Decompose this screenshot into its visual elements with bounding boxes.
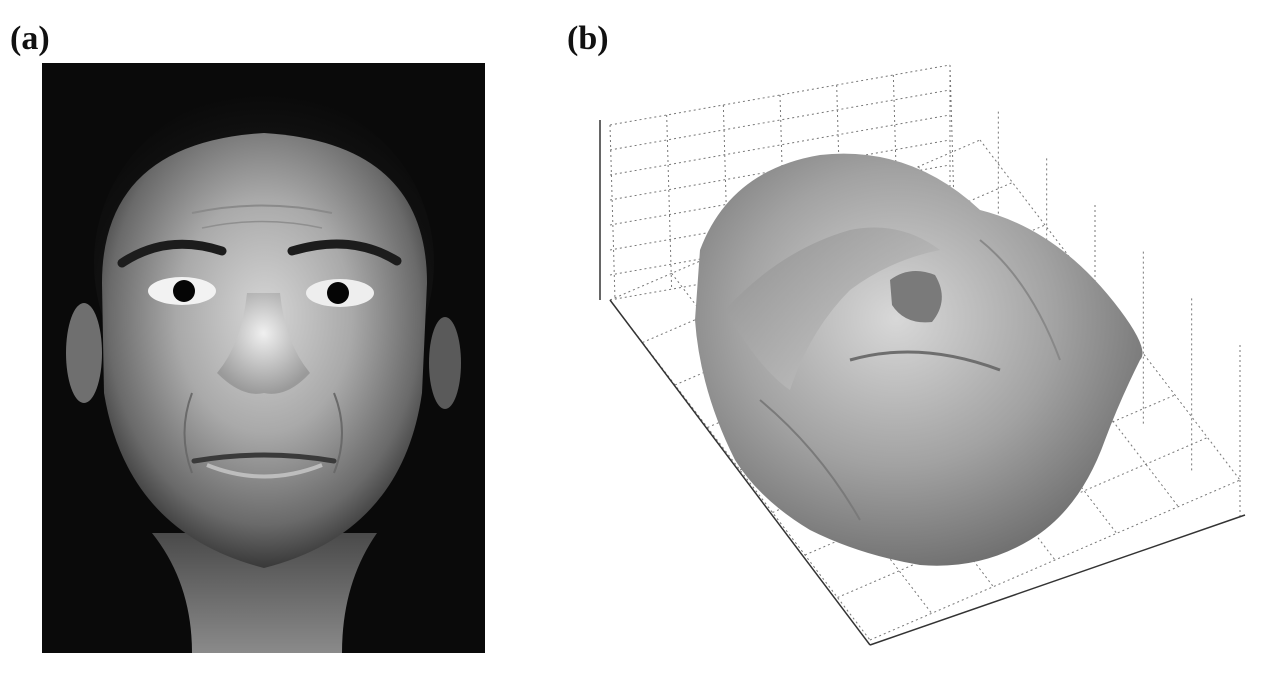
left-pupil (173, 280, 195, 302)
surface-plot-drawing (599, 64, 1246, 646)
mouth-contour (849, 350, 1001, 372)
nose-shape (217, 293, 310, 394)
forehead-line (191, 204, 333, 214)
grid-line (609, 89, 951, 151)
nose-ridge (890, 271, 942, 323)
grid-line (609, 124, 616, 301)
panel-b-label: (b) (567, 20, 609, 57)
face-photograph-drawing (66, 93, 461, 653)
cheek-contour (979, 239, 1061, 361)
right-ear (429, 317, 461, 409)
jaw-contour (759, 399, 861, 521)
grid-line (666, 114, 673, 291)
lower-lip (206, 463, 323, 479)
face-surface (695, 153, 1143, 566)
face-surface-highlight (725, 227, 940, 390)
right-eyebrow (287, 239, 402, 266)
face-photograph (42, 63, 485, 653)
cheek-crease (333, 392, 343, 474)
mouth (191, 452, 337, 464)
right-pupil (327, 282, 349, 304)
cheek-crease (183, 392, 193, 474)
axis-line (869, 514, 1246, 646)
surface-plot (560, 60, 1260, 660)
axis-line (609, 299, 871, 646)
grid-line (869, 479, 1241, 641)
panel-a-label: (a) (10, 20, 50, 57)
left-eyebrow (117, 239, 227, 268)
neck-shape (152, 533, 377, 653)
left-ear (66, 303, 102, 403)
forehead-line (201, 220, 323, 229)
grid-line (979, 139, 1241, 481)
